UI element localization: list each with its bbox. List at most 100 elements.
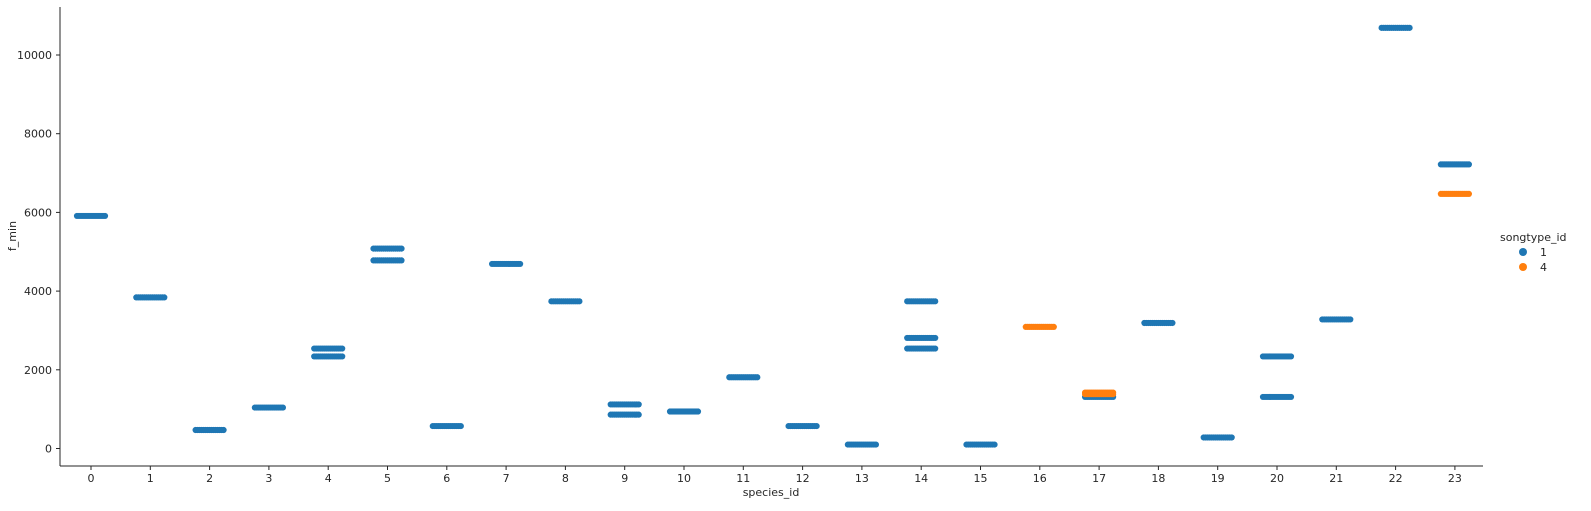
data-point bbox=[1110, 391, 1117, 398]
y-tick-label: 0 bbox=[45, 443, 52, 456]
data-point bbox=[339, 345, 346, 352]
data-point bbox=[457, 422, 464, 430]
data-point-cluster bbox=[1082, 391, 1117, 398]
data-point bbox=[872, 441, 880, 448]
legend-label: 4 bbox=[1540, 261, 1547, 274]
data-point bbox=[1169, 319, 1176, 327]
data-point bbox=[1287, 393, 1295, 401]
data-point-cluster bbox=[1378, 24, 1413, 31]
y-tick-label: 2000 bbox=[24, 364, 52, 377]
data-point-cluster bbox=[904, 334, 939, 342]
x-tick-label: 13 bbox=[855, 472, 869, 485]
x-tick-label: 18 bbox=[1151, 472, 1165, 485]
data-point-cluster bbox=[1437, 161, 1472, 168]
data-point bbox=[1406, 24, 1413, 31]
x-tick-label: 5 bbox=[384, 472, 391, 485]
data-point bbox=[1465, 190, 1472, 198]
data-point-cluster bbox=[1200, 434, 1235, 441]
y-tick-label: 10000 bbox=[17, 49, 52, 62]
data-point-cluster bbox=[904, 298, 939, 305]
data-point bbox=[1050, 323, 1057, 331]
data-point-cluster bbox=[1259, 393, 1295, 401]
data-point bbox=[754, 374, 761, 381]
data-point-cluster bbox=[1259, 353, 1295, 360]
data-point-cluster bbox=[1022, 323, 1057, 331]
legend: songtype_id 1 4 bbox=[1500, 231, 1567, 274]
markers bbox=[73, 24, 1472, 448]
data-point bbox=[932, 345, 939, 352]
data-point bbox=[694, 408, 702, 415]
x-tick-label: 6 bbox=[443, 472, 450, 485]
data-point-cluster bbox=[726, 374, 761, 381]
data-point bbox=[517, 260, 524, 268]
data-point-cluster bbox=[251, 404, 286, 411]
data-point bbox=[279, 404, 286, 411]
x-tick-label: 2 bbox=[206, 472, 213, 485]
data-point-cluster bbox=[73, 212, 109, 220]
x-tick-label: 22 bbox=[1389, 472, 1403, 485]
data-point bbox=[932, 298, 939, 305]
data-point bbox=[1465, 161, 1472, 168]
x-tick-label: 15 bbox=[974, 472, 988, 485]
data-point bbox=[398, 257, 405, 264]
legend-title: songtype_id bbox=[1500, 231, 1567, 244]
data-point bbox=[991, 441, 998, 448]
data-point bbox=[339, 353, 346, 360]
x-tick-label: 21 bbox=[1329, 472, 1343, 485]
data-point-cluster bbox=[370, 257, 405, 264]
data-point-cluster bbox=[311, 345, 346, 352]
data-point-cluster bbox=[607, 411, 642, 418]
data-point-cluster bbox=[1141, 319, 1176, 327]
legend-label: 1 bbox=[1540, 246, 1547, 259]
data-point-cluster bbox=[548, 298, 583, 305]
x-tick-label: 20 bbox=[1270, 472, 1284, 485]
x-tick-label: 17 bbox=[1092, 472, 1106, 485]
data-point bbox=[576, 298, 583, 305]
x-tick-label: 14 bbox=[914, 472, 928, 485]
data-point-cluster bbox=[607, 401, 642, 408]
x-tick-label: 4 bbox=[325, 472, 332, 485]
data-point-cluster bbox=[429, 422, 464, 430]
data-point-cluster bbox=[904, 345, 939, 352]
data-point-cluster bbox=[1437, 190, 1472, 198]
data-point bbox=[220, 426, 227, 434]
x-tick-label: 0 bbox=[88, 472, 95, 485]
x-tick-label: 11 bbox=[736, 472, 750, 485]
data-point bbox=[1287, 353, 1295, 360]
y-ticks: 0 2000 4000 6000 8000 10000 bbox=[17, 49, 60, 456]
x-tick-label: 3 bbox=[265, 472, 272, 485]
data-point-cluster bbox=[311, 353, 346, 360]
x-tick-label: 12 bbox=[796, 472, 810, 485]
x-axis-label: species_id bbox=[743, 486, 800, 499]
y-tick-label: 6000 bbox=[24, 206, 52, 219]
data-point bbox=[101, 212, 109, 220]
legend-marker bbox=[1519, 248, 1527, 256]
legend-marker bbox=[1519, 263, 1527, 271]
x-tick-label: 9 bbox=[621, 472, 628, 485]
plot-area bbox=[59, 7, 1483, 467]
x-tick-label: 23 bbox=[1448, 472, 1462, 485]
data-point bbox=[635, 411, 642, 418]
data-point-cluster bbox=[844, 441, 880, 448]
x-tick-label: 1 bbox=[147, 472, 154, 485]
data-point bbox=[398, 245, 405, 252]
data-point-cluster bbox=[1319, 316, 1354, 323]
data-point bbox=[1347, 316, 1354, 323]
x-tick-label: 19 bbox=[1211, 472, 1225, 485]
data-point-cluster bbox=[666, 408, 702, 415]
x-ticks: 0 1 2 3 4 5 6 7 8 9 10 11 12 13 14 15 16 17 18 19 20 21 22 23 bbox=[88, 466, 1462, 485]
data-point-cluster bbox=[489, 260, 524, 268]
x-tick-label: 16 bbox=[1033, 472, 1047, 485]
data-point-cluster bbox=[370, 245, 405, 252]
data-point-cluster bbox=[133, 294, 168, 301]
data-point bbox=[161, 294, 168, 301]
x-tick-label: 7 bbox=[503, 472, 510, 485]
data-point-cluster bbox=[192, 426, 227, 434]
y-axis-label: f_min bbox=[6, 221, 19, 251]
data-point bbox=[635, 401, 642, 408]
data-point bbox=[1228, 434, 1235, 441]
data-point-cluster bbox=[785, 422, 820, 430]
x-tick-label: 8 bbox=[562, 472, 569, 485]
x-tick-label: 10 bbox=[677, 472, 691, 485]
